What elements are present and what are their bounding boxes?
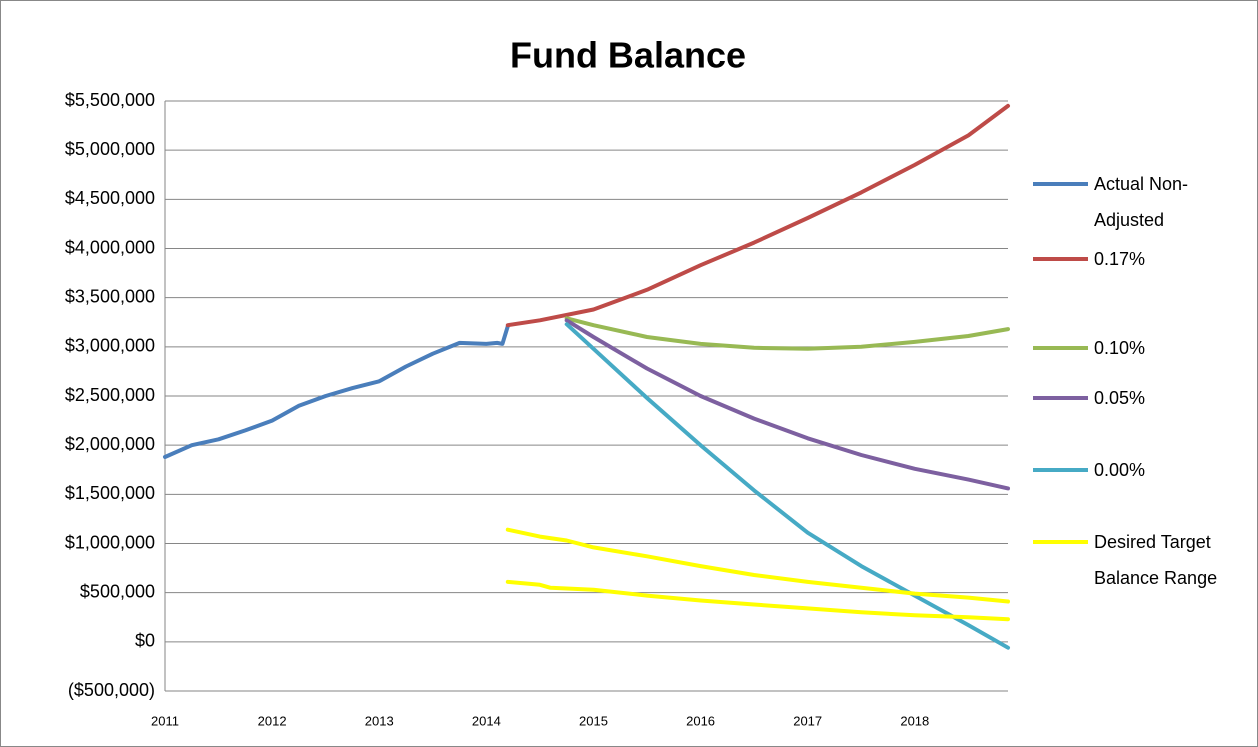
y-tick-label: $4,000,000 (65, 237, 155, 257)
x-tick-label: 2018 (900, 713, 929, 728)
x-tick-label: 2016 (686, 713, 715, 728)
series-line (163, 324, 510, 459)
y-tick-label: $2,500,000 (65, 385, 155, 405)
x-tick-label: 2013 (365, 713, 394, 728)
y-tick-label: $1,000,000 (65, 532, 155, 552)
y-tick-label: $2,000,000 (65, 434, 155, 454)
series-line (564, 316, 1010, 351)
y-tick-label: $3,000,000 (65, 336, 155, 356)
x-tick-label: 2014 (472, 713, 501, 728)
y-tick-label: $5,000,000 (65, 139, 155, 159)
series-line (505, 527, 1010, 604)
legend-label: Desired Target Balance Range (1094, 532, 1218, 588)
y-tick-label: $0 (135, 631, 155, 651)
y-tick-label: $4,500,000 (65, 188, 155, 208)
legend-label: 0.10% (1094, 338, 1146, 358)
series-line (505, 103, 1010, 328)
legend-label: 0.17% (1094, 249, 1146, 269)
y-tick-label: $5,500,000 (65, 90, 155, 110)
chart-title: Fund Balance (510, 35, 746, 76)
y-tick-label: $3,500,000 (65, 286, 155, 306)
x-tick-label: 2017 (793, 713, 822, 728)
series-line (564, 318, 1010, 491)
legend-label: 0.00% (1094, 460, 1146, 480)
y-tick-label: ($500,000) (68, 680, 155, 700)
series-line (564, 322, 1010, 650)
x-tick-label: 2012 (258, 713, 287, 728)
legend-label: Actual Non-Adjusted (1094, 174, 1189, 230)
y-tick-label: $500,000 (80, 581, 155, 601)
x-tick-label: 2015 (579, 713, 608, 728)
legend-label: 0.05% (1094, 388, 1146, 408)
x-tick-label: 2011 (151, 713, 179, 728)
series-line (505, 579, 1010, 622)
y-tick-label: $1,500,000 (65, 483, 155, 503)
